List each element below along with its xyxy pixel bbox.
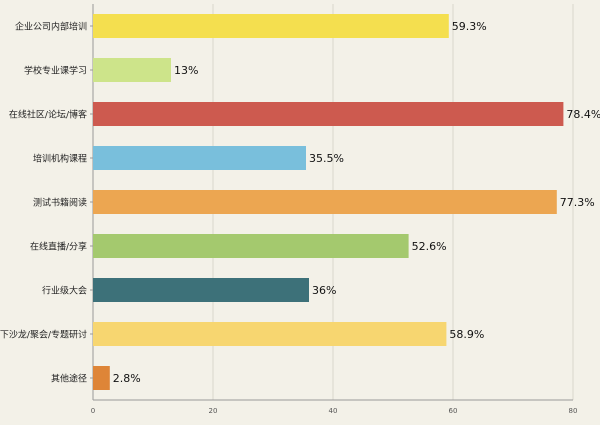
category-label: 行业级大会 xyxy=(42,285,87,297)
bar xyxy=(93,14,449,38)
bar xyxy=(93,58,171,82)
value-label: 52.6% xyxy=(412,240,447,253)
bar xyxy=(93,190,557,214)
value-label: 36% xyxy=(312,284,336,297)
category-label: 培训机构课程 xyxy=(33,153,87,165)
category-label: 其他途径 xyxy=(51,373,87,385)
value-label: 58.9% xyxy=(449,328,484,341)
x-tick-label: 60 xyxy=(449,407,458,415)
tick-layer: 0 20 40 60 80 xyxy=(91,407,578,415)
category-label: 线下沙龙/聚会/专题研讨 xyxy=(0,329,87,341)
category-label: 学校专业课学习 xyxy=(24,65,87,77)
value-label: 2.8% xyxy=(113,372,141,385)
x-tick-label: 0 xyxy=(91,407,95,415)
bar-layer xyxy=(93,14,564,390)
value-label: 78.4% xyxy=(566,108,600,121)
category-label: 在线直播/分享 xyxy=(30,241,87,253)
x-tick-label: 40 xyxy=(329,407,338,415)
label-layer: 企业公司内部培训 59.3% 学校专业课学习 13% 在线社区/论坛/博客 78.4% 培训… xyxy=(0,20,600,385)
category-label: 企业公司内部培训 xyxy=(15,21,87,33)
bar xyxy=(93,102,564,126)
value-label: 13% xyxy=(174,64,198,77)
bar xyxy=(93,366,110,390)
bar xyxy=(93,234,409,258)
bar xyxy=(93,278,309,302)
category-label: 在线社区/论坛/博客 xyxy=(9,109,87,121)
x-tick-label: 80 xyxy=(569,407,578,415)
value-label: 59.3% xyxy=(452,20,487,33)
x-tick-label: 20 xyxy=(209,407,218,415)
category-label: 测试书籍阅读 xyxy=(33,197,87,209)
value-label: 77.3% xyxy=(560,196,595,209)
bar xyxy=(93,146,306,170)
value-label: 35.5% xyxy=(309,152,344,165)
bar xyxy=(93,322,447,346)
